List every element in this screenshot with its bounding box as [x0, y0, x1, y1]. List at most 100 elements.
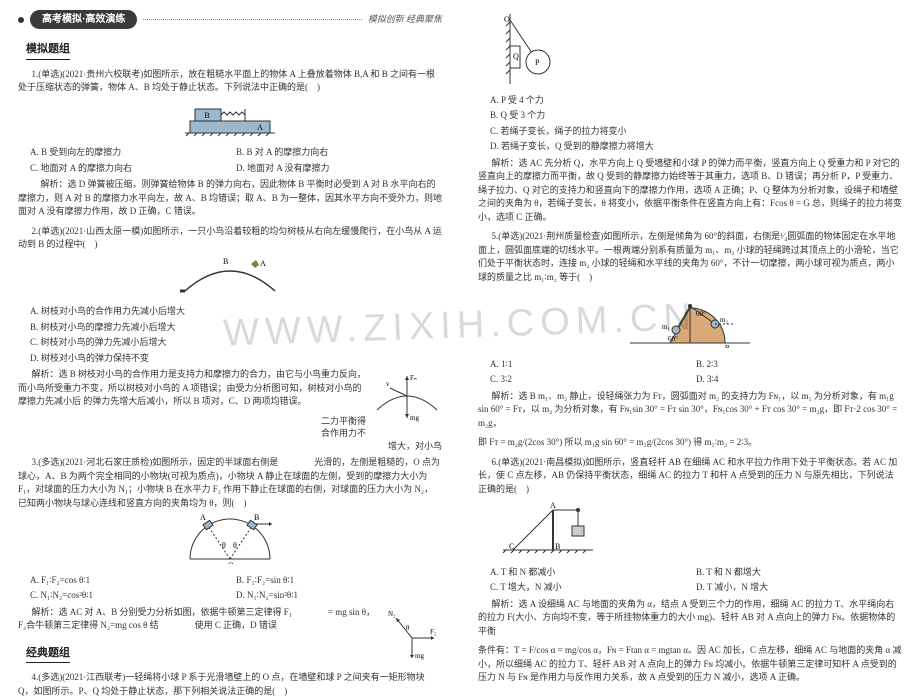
- left-column: 高考模拟·高效演练 模拟创新 经典聚焦 模拟题组 1.(单选)(2021·贵州六…: [0, 0, 460, 651]
- q6-b: B: [555, 542, 560, 551]
- q2a-fn-arrow: [405, 376, 409, 380]
- q6-solution2: 条件有：T = F/cos α = mg/cos α，Fɴ = Ftan α =…: [478, 644, 902, 685]
- q1-figure: B A: [18, 99, 442, 142]
- q3-figure: A B O θ θ: [18, 514, 442, 569]
- q5-opt-a: A. 1∶1: [490, 357, 696, 373]
- q4-figure: O Q P: [498, 14, 902, 89]
- q5-figure: m₁ m₂ 60° 60° B: [478, 288, 902, 353]
- q4-solution: 解析：选 AC 先分析 Q，水平方向上 Q 受墙壁和小球 P 的弹力而平衡，竖直…: [478, 157, 902, 225]
- q6-opt-b: B. T 和 N 都增大: [696, 565, 902, 581]
- q4-opt-c: C. 若绳子变长，绳子的拉力将变小: [490, 124, 902, 140]
- q4-opt-d: D. 若绳子变长，Q 受到的静摩擦力将增大: [490, 139, 902, 155]
- q1-solution: 解析：选 D 弹簧被压缩，则弹簧给物体 B 的弹力向右，因此物体 B 平衡时必受…: [18, 178, 442, 219]
- q5-solution: 解析：选 B m₁、m₂ 静止，设轻绳张力为 Fт，圆弧面对 m₂ 的支持力为 …: [478, 390, 902, 431]
- q2-annot-3: 增大，对小鸟: [388, 441, 442, 451]
- q5-60-l: 60°: [668, 335, 678, 343]
- q5-m1-label: m₁: [662, 323, 670, 331]
- q5-opt-c: C. 3∶2: [490, 372, 696, 388]
- q6-opt-a: A. T 和 N 都减小: [490, 565, 696, 581]
- q2-opt-d: D. 树枝对小鸟的弹力保持不变: [30, 351, 442, 367]
- q5-m2-label: m₂: [720, 316, 728, 324]
- q3-solution: 解析：选 AC 对 A、B 分别受力分析如图，依据牛顿第三定律得 F₁ = mg…: [18, 606, 442, 633]
- q4-options: A. P 受 4 个力 B. Q 受 3 个力 C. 若绳子变长，绳子的拉力将变…: [478, 93, 902, 155]
- q3-label-b: B: [254, 514, 259, 522]
- q2-aux-figure: Fₙ v mg: [372, 370, 442, 426]
- header-subtitle: 模拟创新 经典聚焦: [368, 13, 442, 27]
- q2a-v-label: v: [386, 380, 390, 388]
- q3-options: A. F₁∶F₂=cos θ∶1 B. F₁∶F₂=sin θ∶1 C. N₁∶…: [18, 573, 442, 604]
- q4-opt-b: B. Q 受 3 个力: [490, 108, 902, 124]
- q6-rope-ac: [513, 510, 553, 550]
- q3-line-a: [208, 526, 230, 559]
- q2a-mg-arrow: [405, 414, 409, 418]
- q2a-mg-label: mg: [410, 414, 419, 422]
- q6-weight: [572, 526, 584, 536]
- q3-theta-l: θ: [222, 541, 226, 550]
- q3a-f2-arrow: [431, 636, 434, 640]
- q1-sol-text: 解析：选 D 弹簧被压缩，则弹簧给物体 B 的弹力向右，因此物体 B 平衡时必受…: [18, 179, 442, 216]
- q1-spring: [221, 112, 245, 115]
- subsection-classic: 经典题组: [26, 645, 70, 664]
- right-column: O Q P A. P 受 4 个力 B. Q 受 3 个力 C. 若绳子变长，绳…: [460, 0, 920, 651]
- q5-b: B: [725, 344, 730, 348]
- q5-stem: 5.(单选)(2021·荆州质量检查)如图所示，左侧是倾角为 60°的斜面，右侧…: [478, 230, 902, 284]
- q3-label-a: A: [200, 514, 206, 522]
- q2a-v: [390, 388, 407, 396]
- q6-opt-c: C. T 增大，N 减小: [490, 580, 696, 596]
- q1-stem: 1.(单选)(2021·贵州六校联考)如图所示，放在粗糙水平面上的物体 A 上叠…: [18, 68, 442, 95]
- q3-f2-arrow: [269, 522, 272, 526]
- q5-opt-b: B. 2∶3: [696, 357, 902, 373]
- q3-aux-figure: N₂ F₂ mg θ: [382, 608, 442, 662]
- q5-incline: [630, 308, 690, 343]
- page-container: 高考模拟·高效演练 模拟创新 经典聚焦 模拟题组 1.(单选)(2021·贵州六…: [0, 0, 920, 651]
- q5-m1: [672, 326, 680, 334]
- q3-label-o: O: [228, 561, 234, 564]
- q3a-mg-arrow: [410, 655, 414, 658]
- q2-opt-b: B. 树枝对小鸟的摩擦力先减小后增大: [30, 320, 442, 336]
- q6-c: C: [509, 542, 514, 551]
- q5-options: A. 1∶1 B. 2∶3 C. 3∶2 D. 3∶4: [478, 357, 902, 388]
- bullet-dot: [18, 17, 24, 23]
- q4-opt-a: A. P 受 4 个力: [490, 93, 902, 109]
- section-header: 高考模拟·高效演练 模拟创新 经典聚焦: [18, 10, 442, 29]
- q2-label-a: A: [260, 259, 266, 268]
- q3a-n2-label: N₂: [388, 610, 396, 618]
- q3a-theta: θ: [406, 624, 410, 632]
- q1-opt-a: A. B 受到向左的摩擦力: [30, 145, 236, 161]
- q3a-mg-label: mg: [415, 652, 424, 660]
- q3-opt-c: C. N₁∶N₂=cos²θ∶1: [30, 588, 236, 604]
- q3-stem: 3.(多选)(2021·河北石家庄质检)如图所示，固定的半球面右侧是 光滑的，左…: [18, 456, 442, 510]
- q4-label-p: P: [535, 58, 540, 67]
- q4-stem: 4.(多选)(2021·江西联考)一轻绳将小球 P 系于光滑墙壁上的 O 点，在…: [18, 671, 442, 698]
- q6-opt-d: D. T 减小，N 增大: [696, 580, 902, 596]
- q2-bird-icon: [251, 260, 259, 268]
- q2-stem: 2.(单选)(2021·山西太原一模)如图所示，一只小鸟沿着较粗的均匀树枝从右向…: [18, 225, 442, 252]
- q4-label-q: Q: [513, 52, 519, 61]
- q3-hemisphere: [190, 519, 270, 559]
- q2-annot-1: 二力平衡得: [321, 416, 366, 426]
- q6-options: A. T 和 N 都减小 B. T 和 N 都增大 C. T 增大，N 减小 D…: [478, 565, 902, 596]
- q2-options: A. 树枝对小鸟的合作用力先减小后增大 B. 树枝对小鸟的摩擦力先减小后增大 C…: [18, 304, 442, 366]
- subsection-sim: 模拟题组: [26, 41, 70, 60]
- q1-opt-d: D. 地面对 A 没有摩擦力: [236, 161, 442, 177]
- q5-60-r: 60°: [696, 310, 706, 318]
- q2-opt-a: A. 树枝对小鸟的合作用力先减小后增大: [30, 304, 442, 320]
- q1-label-b: B: [204, 111, 209, 120]
- q3-opt-b: B. F₁∶F₂=sin θ∶1: [236, 573, 442, 589]
- q6-figure: A B C: [498, 500, 902, 561]
- q1-opt-b: B. B 对 A 的摩擦力向右: [236, 145, 442, 161]
- q2-opt-c: C. 树枝对小鸟的弹力先减小后增大: [30, 335, 442, 351]
- q3-theta-r: θ: [233, 541, 237, 550]
- q3-opt-d: D. N₁∶N₂=sin²θ∶1: [236, 588, 442, 604]
- q2a-fn-label: Fₙ: [410, 374, 417, 382]
- q5-solution2: 即 Fт = m₂g/(2cos 30°) 所以 m₁g sin 60° = m…: [478, 436, 902, 450]
- q1-opt-c: C. 地面对 A 的摩擦力向右: [30, 161, 236, 177]
- q3a-f2-label: F₂: [430, 628, 437, 636]
- q6-a: A: [550, 501, 556, 510]
- q1-label-a: A: [257, 123, 263, 132]
- q3-opt-a: A. F₁∶F₂=cos θ∶1: [30, 573, 236, 589]
- q6-solution: 解析：选 A 设细绳 AC 与地面的夹角为 α，结点 A 受到三个力的作用，细绳…: [478, 598, 902, 639]
- q4-wall: [506, 14, 510, 84]
- q2-branch: [185, 271, 275, 291]
- q4-label-o: O: [504, 15, 510, 24]
